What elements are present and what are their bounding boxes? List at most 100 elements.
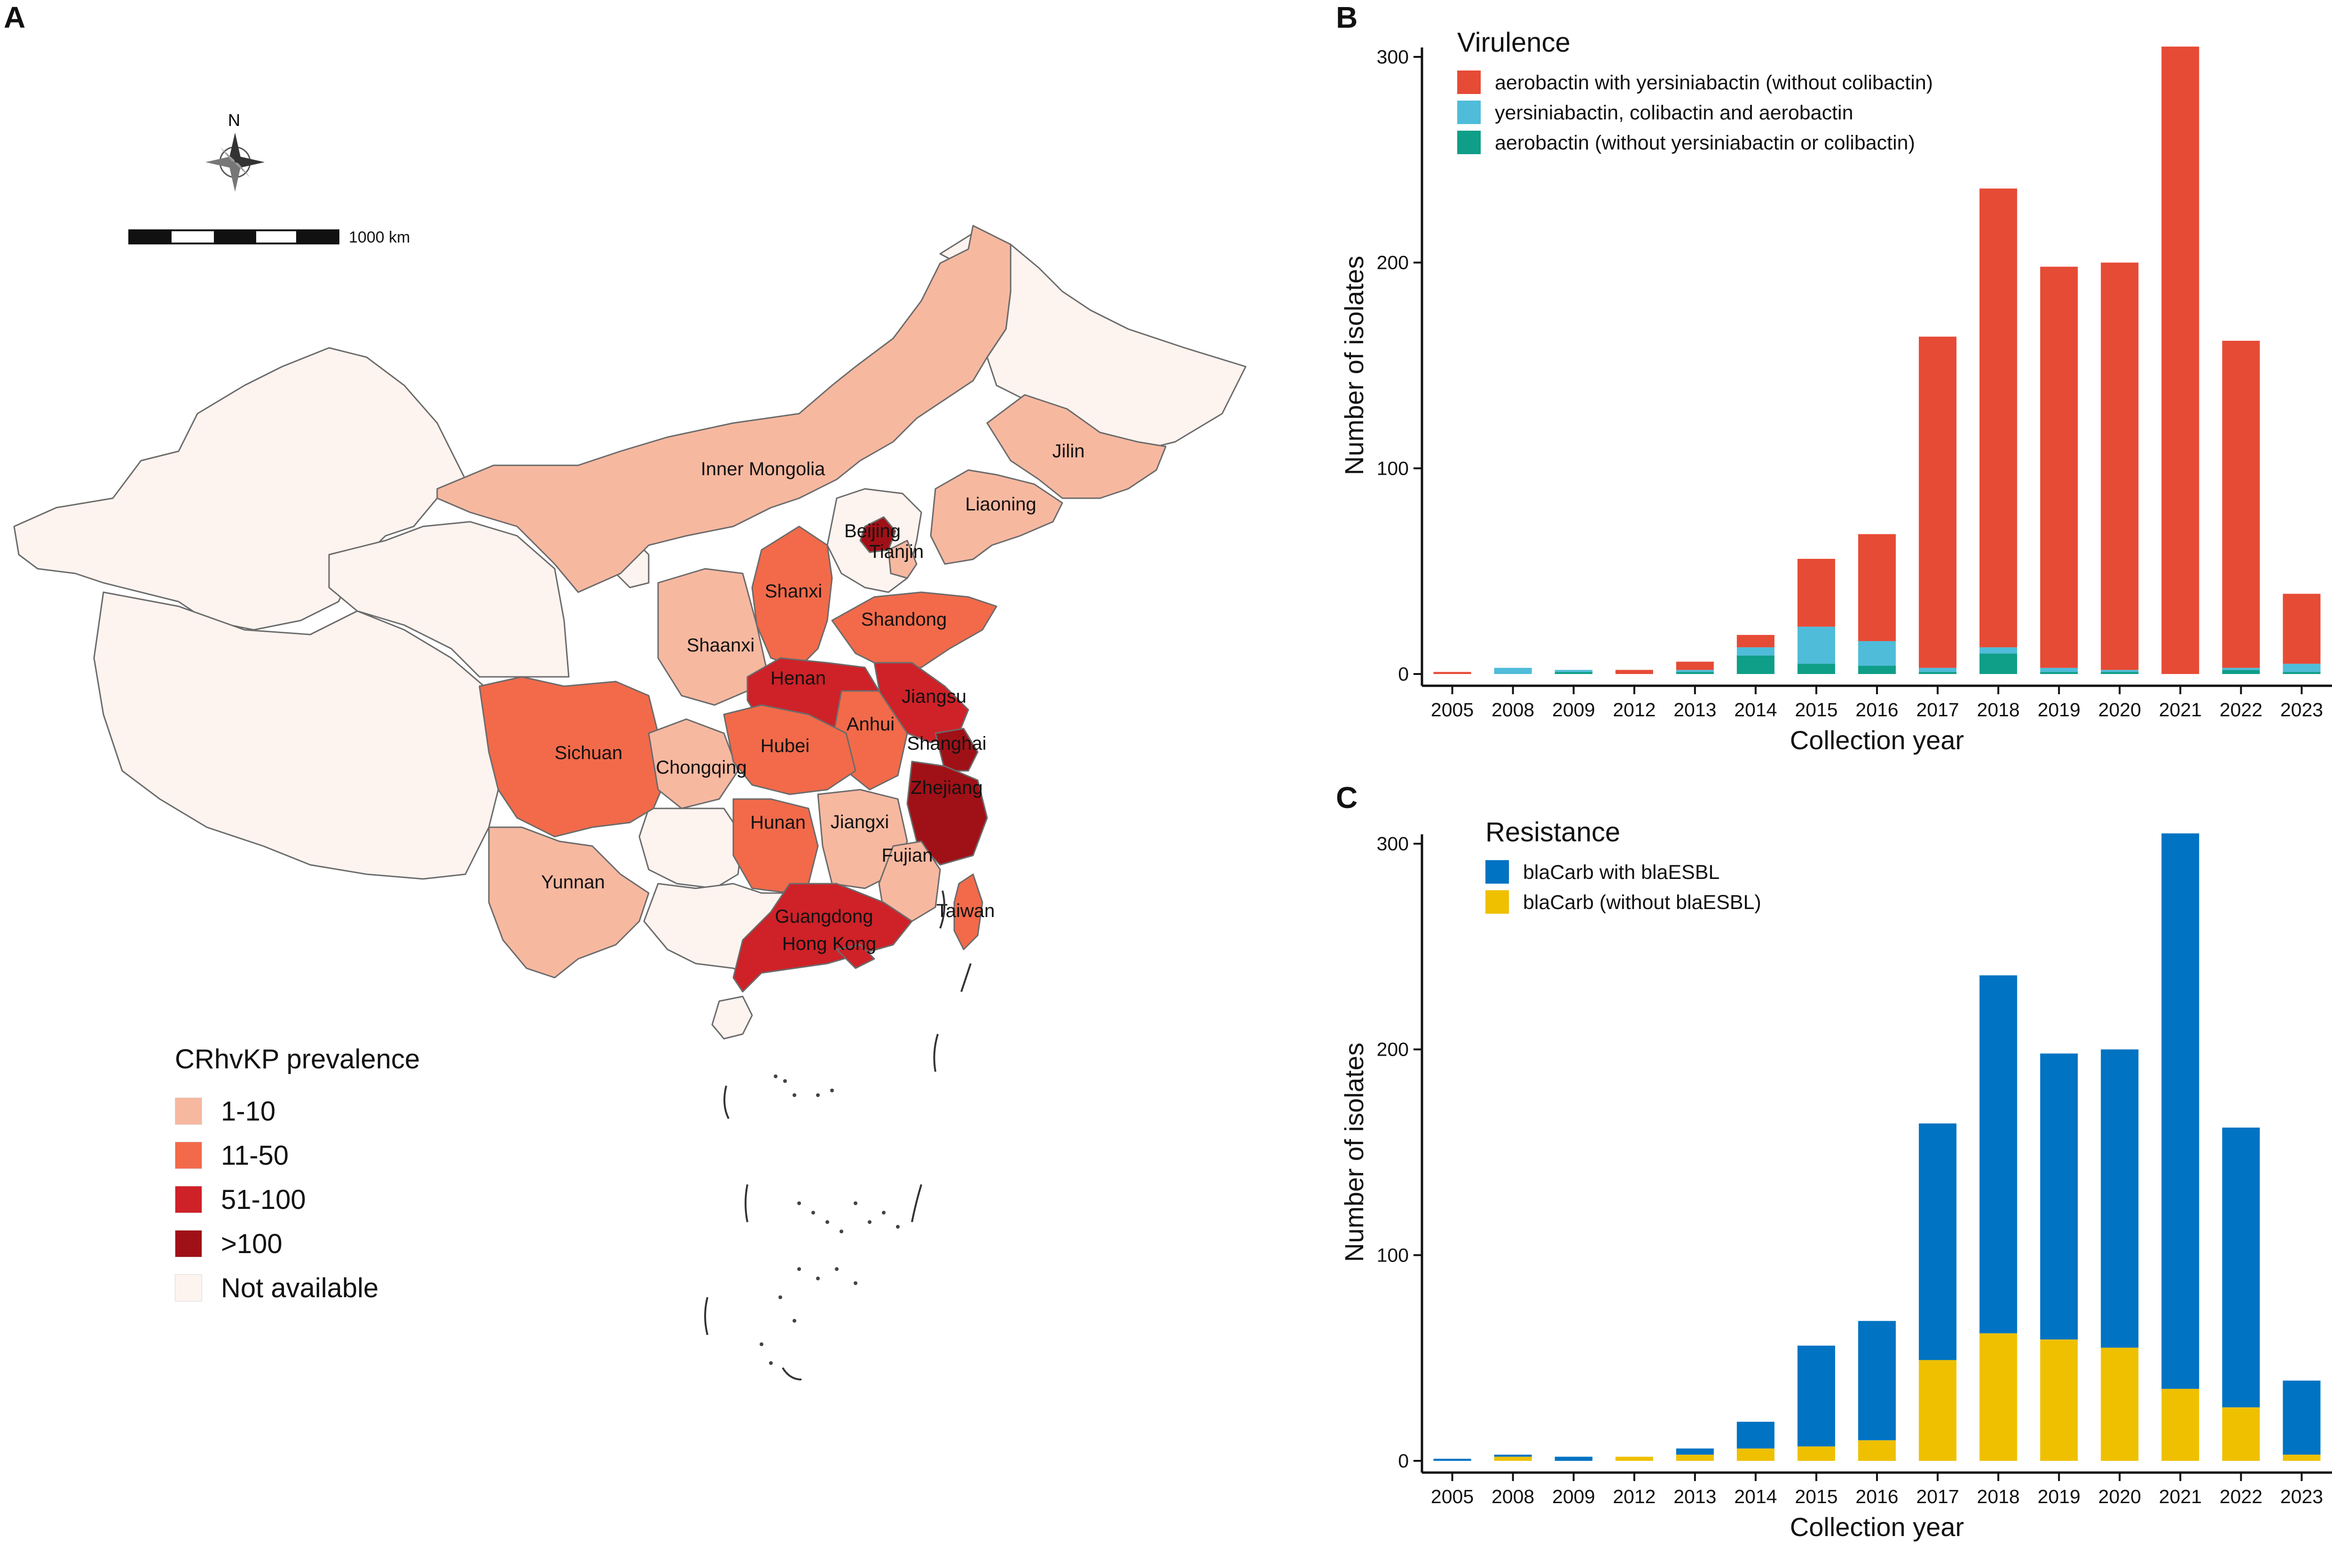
map-legend-item: >100 (175, 1222, 420, 1266)
x-tick-label: 2009 (1552, 699, 1595, 721)
x-tick-label: 2012 (1613, 1486, 1656, 1507)
province-fujian (878, 840, 941, 922)
province-label-tianjin: Tianjin (869, 541, 924, 562)
province-tianjin (887, 540, 918, 579)
bar-segment (2040, 672, 2078, 674)
map-legend-item: 1-10 (175, 1089, 420, 1133)
panel-letter-a: A (4, 0, 26, 34)
province-chongqing (648, 718, 739, 809)
bar-segment (1433, 672, 1471, 674)
bar-segment (2222, 1127, 2260, 1408)
bar-segment (2283, 594, 2321, 664)
y-tick-label: 300 (1377, 46, 1409, 68)
province-label-shaanxi: Shaanxi (687, 635, 755, 656)
bar-segment (1919, 337, 1957, 668)
y-axis-title: Number of isolates (1339, 256, 1369, 475)
legend-swatch (1457, 131, 1481, 154)
province-label-beijing: Beijing (844, 521, 901, 541)
bar-segment (1858, 666, 1896, 674)
bar-segment (1615, 1457, 1653, 1461)
bar-segment (2101, 672, 2139, 674)
bar-segment (1797, 1446, 1835, 1461)
island-dot (797, 1201, 801, 1205)
x-tick-label: 2017 (1916, 699, 1959, 721)
bar-segment (1494, 1454, 1532, 1457)
x-tick-label: 2014 (1734, 1486, 1777, 1507)
bar-segment (2222, 340, 2260, 668)
x-tick-label: 2014 (1734, 699, 1777, 721)
province-zhejiang (906, 760, 988, 866)
province-label-henan: Henan (770, 668, 826, 689)
legend-title: Virulence (1457, 27, 1570, 58)
bar-segment (2283, 672, 2321, 674)
province-shandong (831, 591, 997, 668)
bar-segment (1555, 672, 1593, 674)
map-legend-item: Not available (175, 1266, 420, 1310)
island-dot (783, 1079, 787, 1083)
province-label-jiangxi: Jiangxi (831, 812, 889, 832)
y-tick-label: 100 (1377, 457, 1409, 479)
x-tick-label: 2012 (1613, 699, 1656, 721)
bar-segment (2040, 1053, 2078, 1340)
bar-segment (2101, 1348, 2139, 1461)
legend-label: 11-50 (221, 1140, 289, 1171)
x-axis-title: Collection year (1790, 725, 1964, 755)
province-label-zhejiang: Zhejiang (911, 777, 982, 798)
island-dot (868, 1220, 872, 1224)
legend-swatch (1457, 71, 1481, 94)
bar-segment (2283, 1380, 2321, 1455)
north-label: N (228, 110, 240, 130)
china-map: N 1000 km Inner Mongolia Jilin Liaoning Bei… (13, 110, 1247, 1380)
y-tick-label: 100 (1377, 1244, 1409, 1266)
x-tick-label: 2017 (1916, 1486, 1959, 1507)
x-tick-label: 2022 (2220, 1486, 2262, 1507)
bar-segment (2222, 1407, 2260, 1461)
bar-segment (1676, 661, 1714, 670)
legend-label: aerobactin (without yersiniabactin or co… (1495, 132, 1915, 154)
province-label-guangdong: Guangdong (775, 906, 873, 927)
bar-segment (2161, 1388, 2199, 1461)
x-tick-label: 2009 (1552, 1486, 1595, 1507)
x-tick-label: 2015 (1795, 699, 1837, 721)
map-legend-title: CRhvKP prevalence (175, 1044, 420, 1074)
x-tick-label: 2019 (2038, 1486, 2081, 1507)
island-dot (769, 1361, 773, 1365)
y-axis-title: Number of isolates (1339, 1043, 1369, 1262)
x-tick-label: 2016 (1855, 1486, 1898, 1507)
province-label-jiangsu: Jiangsu (902, 686, 966, 707)
bar-segment (1858, 534, 1896, 641)
province-label-shanghai: Shanghai (907, 733, 986, 754)
legend-label: yersiniabactin, colibactin and aerobacti… (1495, 102, 1853, 124)
x-tick-label: 2021 (2159, 699, 2202, 721)
bar-segment (1736, 635, 1775, 648)
province-label-fujian: Fujian (882, 845, 933, 866)
province-yunnan (488, 826, 650, 979)
island-dot (760, 1342, 763, 1346)
legend-label: Not available (221, 1272, 379, 1303)
island-dot (854, 1281, 857, 1285)
province-label-shanxi: Shanxi (765, 581, 822, 602)
island-dot (854, 1201, 857, 1205)
x-tick-label: 2008 (1492, 699, 1534, 721)
x-tick-label: 2018 (1977, 1486, 2020, 1507)
province-guangdong (732, 883, 913, 993)
province-shanxi (751, 525, 833, 668)
province-label-shandong: Shandong (861, 609, 947, 630)
map-legend: CRhvKP prevalence 1-10 11-50 51-100 >100… (175, 1043, 420, 1310)
province-hong-kong (836, 944, 875, 969)
bar-segment (1858, 641, 1896, 666)
island-dot (882, 1211, 886, 1215)
bar-segment (1979, 975, 2018, 1333)
resistance-bar-chart: 0 100 200 300 2005 2008 2009 2012 2013 2014 2015 20… (1339, 817, 2332, 1542)
bar-segment (1919, 1360, 1957, 1461)
bar-segment (1494, 667, 1532, 674)
legend-swatch (175, 1274, 202, 1301)
y-tick-label: 0 (1398, 663, 1409, 685)
province-inner-mongolia (436, 225, 1012, 593)
province-label-liaoning: Liaoning (965, 494, 1036, 515)
bar-segment (1736, 655, 1775, 674)
island-dot (816, 1277, 820, 1280)
bar-segment (2283, 1454, 2321, 1461)
bar-segment (2101, 262, 2139, 670)
province-not-available (93, 591, 499, 880)
